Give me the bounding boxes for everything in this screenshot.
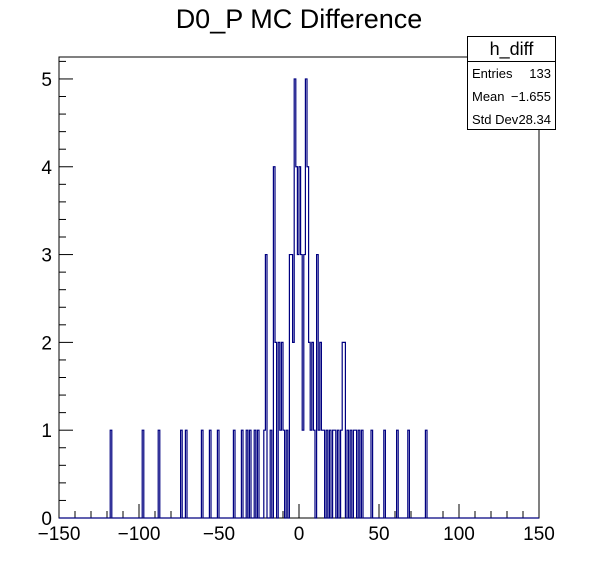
stats-label: Std Dev [472, 112, 519, 127]
histogram-bar [246, 430, 248, 518]
histogram-series [59, 78, 539, 519]
histogram-bar [273, 167, 275, 518]
histogram-bar [342, 342, 344, 518]
histogram-bar [280, 430, 282, 518]
histogram-bar [321, 430, 323, 518]
histogram-bar [337, 430, 339, 518]
histogram-bar [355, 430, 357, 518]
stats-box: h_diff Entries 133 Mean −1.655 Std Dev 2… [467, 36, 556, 130]
chart-title: D0_P MC Difference [175, 4, 423, 34]
histogram-bar [309, 342, 311, 518]
histogram-bar [249, 430, 251, 518]
histogram-bar [333, 430, 335, 518]
histogram-bar [397, 430, 399, 518]
histogram-bar [294, 79, 296, 518]
histogram-bar [323, 430, 325, 518]
histogram-bar [142, 430, 144, 518]
histogram-bar [313, 430, 315, 518]
histogram-bar [289, 255, 291, 518]
y-tick-label: 4 [41, 158, 52, 179]
histogram-bar [233, 430, 235, 518]
histogram-bar [286, 430, 288, 518]
histogram-bar [296, 167, 298, 518]
histogram-bar [299, 167, 301, 518]
histogram-bar [329, 430, 331, 518]
histogram-bar [278, 342, 280, 518]
histogram-bar [293, 342, 295, 518]
y-tick-label: 1 [41, 421, 52, 442]
stats-value: 28.34 [518, 112, 551, 127]
histogram-bar [201, 430, 203, 518]
x-tick-label: −150 [38, 524, 81, 545]
x-tick-label: 150 [523, 524, 555, 545]
histogram-bar [270, 430, 272, 518]
histogram-bar [110, 430, 112, 518]
stats-row-std-dev: Std Dev 28.34 [468, 108, 555, 131]
histogram-bar [347, 430, 349, 518]
histogram-bar [283, 430, 285, 518]
histogram-bar [281, 342, 283, 518]
histogram-bar [361, 430, 363, 518]
histogram-bar [307, 167, 309, 518]
histogram-bar [185, 430, 187, 518]
histogram-bar [254, 430, 256, 518]
histogram-bar [341, 430, 343, 518]
histogram-bar [257, 430, 259, 518]
histogram-bar [301, 255, 303, 518]
histogram-bar [344, 342, 346, 518]
histogram-bar [425, 430, 427, 518]
x-tick-label: 100 [443, 524, 475, 545]
x-tick-label: 0 [294, 524, 305, 545]
histogram-bar [353, 430, 355, 518]
histogram-bar [358, 430, 360, 518]
histogram-bar [326, 430, 328, 518]
stats-box-name: h_diff [468, 37, 555, 62]
y-tick-label: 5 [41, 70, 52, 91]
histogram-bar [181, 430, 183, 518]
stats-label: Entries [472, 66, 513, 81]
histogram-bar [264, 430, 266, 518]
y-tick-label: 3 [41, 246, 52, 267]
x-tick-label: 50 [368, 524, 389, 545]
stats-row-entries: Entries 133 [468, 62, 555, 85]
histogram-bar [291, 255, 293, 518]
stats-row-mean: Mean −1.655 [468, 85, 555, 108]
histogram-bar [209, 430, 211, 518]
x-tick-label: −50 [203, 524, 235, 545]
histogram-bar [384, 430, 386, 518]
histogram-bar [265, 255, 267, 518]
histogram-bar [158, 430, 160, 518]
y-tick-label: 2 [41, 333, 52, 354]
histogram-bar [334, 430, 336, 518]
histogram-bar [304, 255, 306, 518]
stats-label: Mean [472, 89, 505, 104]
histogram-bar [318, 430, 320, 518]
histogram-bar [302, 430, 304, 518]
histogram-bar [320, 342, 322, 518]
stats-value: 133 [529, 66, 551, 81]
y-tick-label: 0 [41, 509, 52, 530]
histogram-bar [310, 430, 312, 518]
histogram-bar [408, 430, 410, 518]
histogram-bar [297, 255, 299, 518]
histogram-bar [217, 430, 219, 518]
histogram-bar [350, 430, 352, 518]
histogram-bar [317, 255, 319, 518]
histogram-bar [275, 342, 277, 518]
x-tick-label: −100 [118, 524, 161, 545]
histogram-bar [312, 342, 314, 518]
histogram-bar [305, 79, 307, 518]
stats-value: −1.655 [510, 89, 551, 104]
histogram-bar [241, 430, 243, 518]
histogram-bar [371, 430, 373, 518]
